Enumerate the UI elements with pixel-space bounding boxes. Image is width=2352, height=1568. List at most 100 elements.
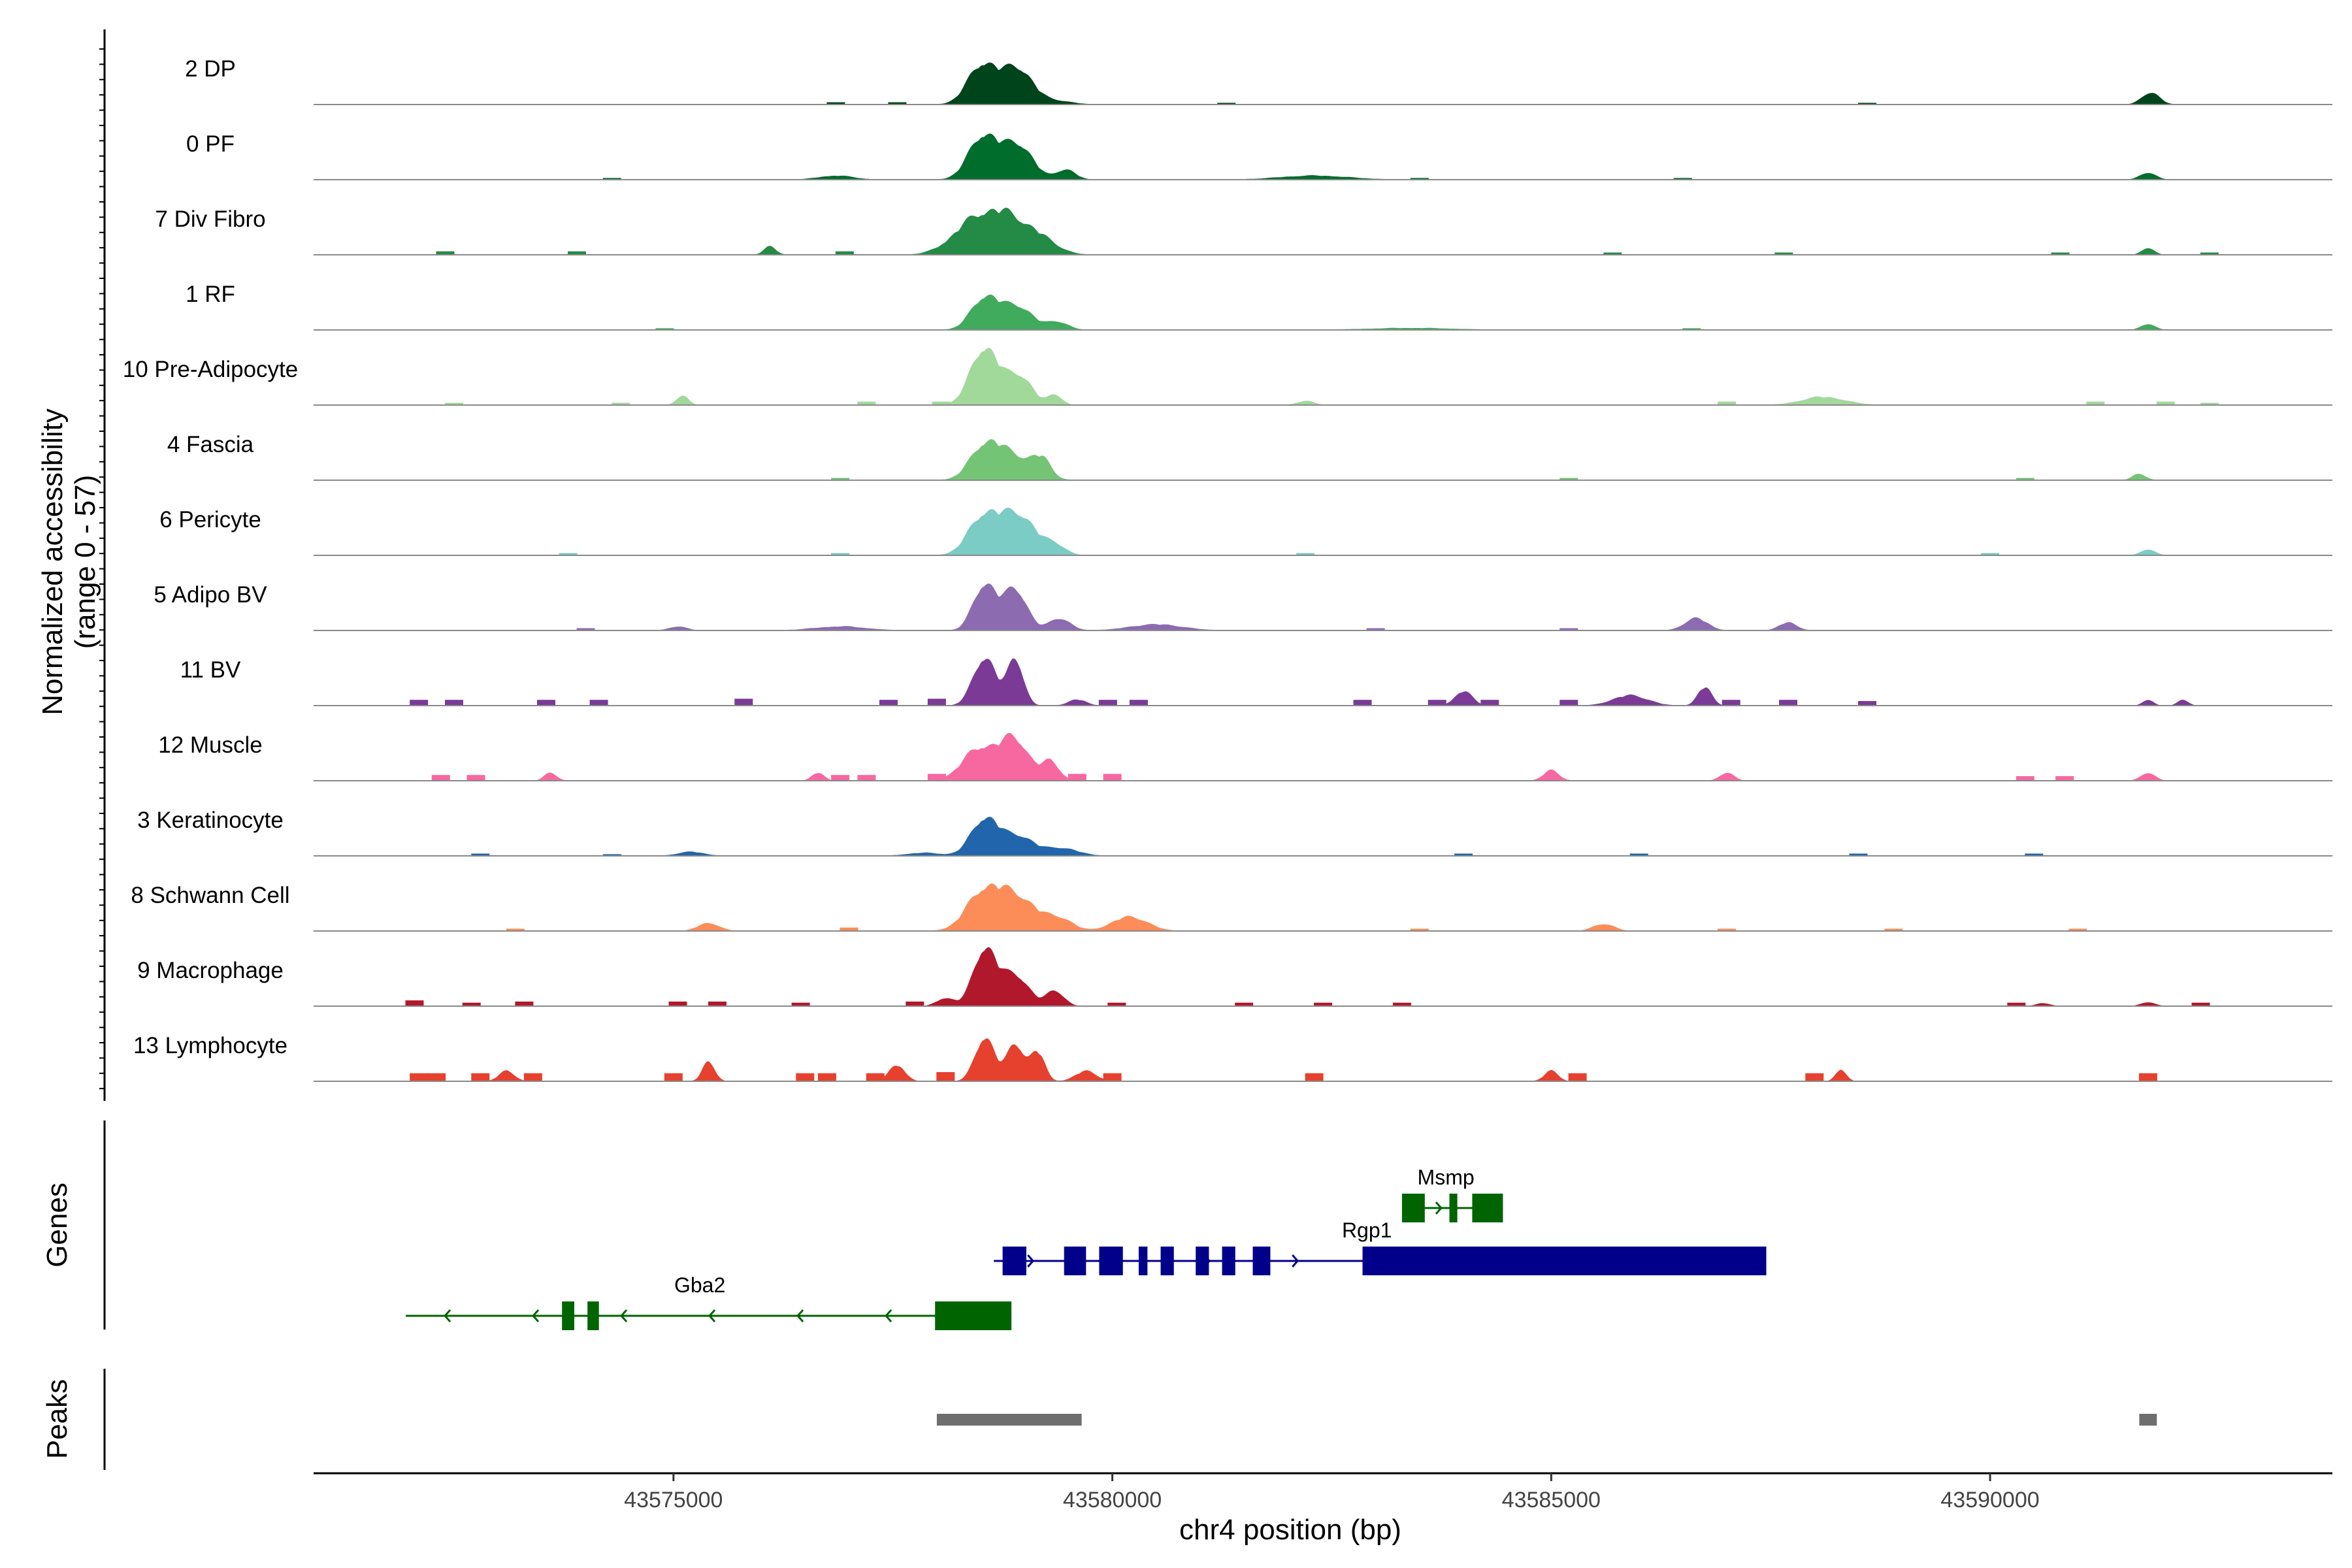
strand-arrow (796, 1309, 804, 1322)
track-label: 7 Div Fibro (155, 206, 265, 232)
coverage-bin (559, 553, 578, 555)
gene-gba2: Gba2 (406, 1273, 1012, 1330)
coverage-bin (1884, 928, 1903, 931)
coverage-bin (1235, 1002, 1254, 1006)
y-axis: Normalized accessibility(range 0 - 57) (37, 29, 106, 1101)
coverage-bin (1353, 700, 1372, 706)
coverage-bin (523, 1073, 542, 1081)
coverage-bin (664, 1073, 683, 1081)
coverage-bin (1217, 103, 1236, 105)
track: 0 PF (186, 131, 2332, 180)
coverage-bin (879, 700, 898, 706)
strand-arrow (444, 1309, 451, 1322)
coverage-bin (1107, 1002, 1126, 1006)
coverage-bin (936, 1072, 955, 1081)
gene-rgp1: Rgp1 (994, 1218, 1767, 1275)
track-label: 5 Adipo BV (154, 582, 267, 608)
coverage-bin (2200, 402, 2219, 405)
coverage-bin (405, 1000, 424, 1006)
coverage-area (314, 207, 2332, 255)
track: 3 Keratinocyte (137, 808, 2332, 857)
gene-exon (1196, 1247, 1209, 1275)
coverage-bin (831, 478, 850, 480)
coverage-bin (602, 854, 621, 856)
coverage-bin (857, 401, 876, 405)
x-axis-title: chr4 position (bp) (1179, 1514, 1401, 1546)
track: 5 Adipo BV (154, 582, 2332, 631)
gene-exon (1449, 1194, 1458, 1222)
track: 8 Schwann Cell (131, 883, 2332, 932)
coverage-bin (1296, 553, 1315, 555)
coverage-bin (1560, 478, 1578, 480)
coverage-bin (1560, 628, 1578, 630)
coverage-bin (436, 251, 455, 255)
coverage-bin (2051, 252, 2070, 255)
coverage-bin (462, 1002, 481, 1006)
track: 9 Macrophage (137, 947, 2332, 1007)
coverage-bin (537, 700, 555, 706)
coverage-bin (1366, 628, 1385, 630)
track: 10 Pre-Adipocyte (123, 348, 2332, 406)
coverage-bin (791, 1002, 810, 1006)
coverage-bin (831, 553, 850, 555)
coverage-bin (576, 628, 595, 630)
coverage-bin (2016, 478, 2034, 480)
coverage-bin (1718, 401, 1736, 405)
coverage-bin (445, 402, 463, 405)
track-label: 8 Schwann Cell (131, 883, 289, 908)
coverage-bin (410, 1073, 429, 1081)
gene-label: Msmp (1418, 1166, 1475, 1189)
coverage-bin (1805, 1073, 1824, 1081)
track-label: 1 RF (186, 282, 235, 307)
gene-exon (1472, 1194, 1503, 1222)
coverage-area (314, 508, 2332, 555)
coverage-area (314, 294, 2332, 330)
gene-exon (1138, 1247, 1148, 1275)
coverage-bin (655, 328, 674, 330)
coverage-bin (1858, 103, 1876, 105)
track-label: 2 DP (185, 56, 236, 82)
track: 2 DP (185, 56, 2332, 105)
coverage-bin (568, 251, 586, 255)
genes-panel-title: Genes (41, 1183, 73, 1267)
gene-exon (935, 1301, 1012, 1330)
coverage-bin (927, 774, 946, 781)
coverage-bin (1129, 700, 1148, 706)
coverage-area (314, 1038, 2332, 1081)
coverage-bin (2200, 252, 2219, 255)
x-tick-label: 43590000 (1940, 1488, 2039, 1512)
gene-label: Rgp1 (1342, 1218, 1392, 1242)
track: 6 Pericyte (159, 507, 2332, 556)
x-axis: chr4 position (bp) 43575000 43580000 43585… (314, 1472, 2332, 1546)
coverage-bin (1103, 1073, 1122, 1081)
coverage-bin (2025, 853, 2044, 856)
gene-exon (1222, 1247, 1235, 1275)
gene-exon (1002, 1247, 1026, 1275)
coverage-bin (906, 1002, 924, 1006)
coverage-bin (927, 698, 946, 706)
gene-exon (1401, 1194, 1425, 1222)
peaks-panel-title: Peaks (41, 1379, 73, 1459)
coverage-bin (840, 927, 858, 931)
coverage-bin (1849, 853, 1868, 856)
coverage-bin (466, 775, 485, 781)
coverage-bin (2055, 776, 2074, 781)
coverage-bin (2016, 776, 2034, 781)
coverage-bin (2191, 1002, 2210, 1006)
coverage-bin (1305, 1073, 1324, 1081)
track-label: 4 Fascia (167, 432, 254, 457)
coverage-bin (927, 251, 946, 255)
coverage-bin (445, 700, 463, 706)
track: 4 Fascia (167, 432, 2332, 481)
coverage-area (314, 817, 2332, 856)
track-label: 10 Pre-Adipocyte (123, 357, 298, 382)
coverage-bin (708, 1002, 727, 1006)
strand-arrow (620, 1309, 628, 1322)
coverage-area (314, 732, 2332, 781)
coverage-bin (410, 700, 429, 706)
coverage-bin (1560, 700, 1578, 706)
track: 7 Div Fibro (155, 206, 2332, 255)
coverage-bin (1718, 928, 1736, 931)
coverage-area (314, 883, 2332, 931)
